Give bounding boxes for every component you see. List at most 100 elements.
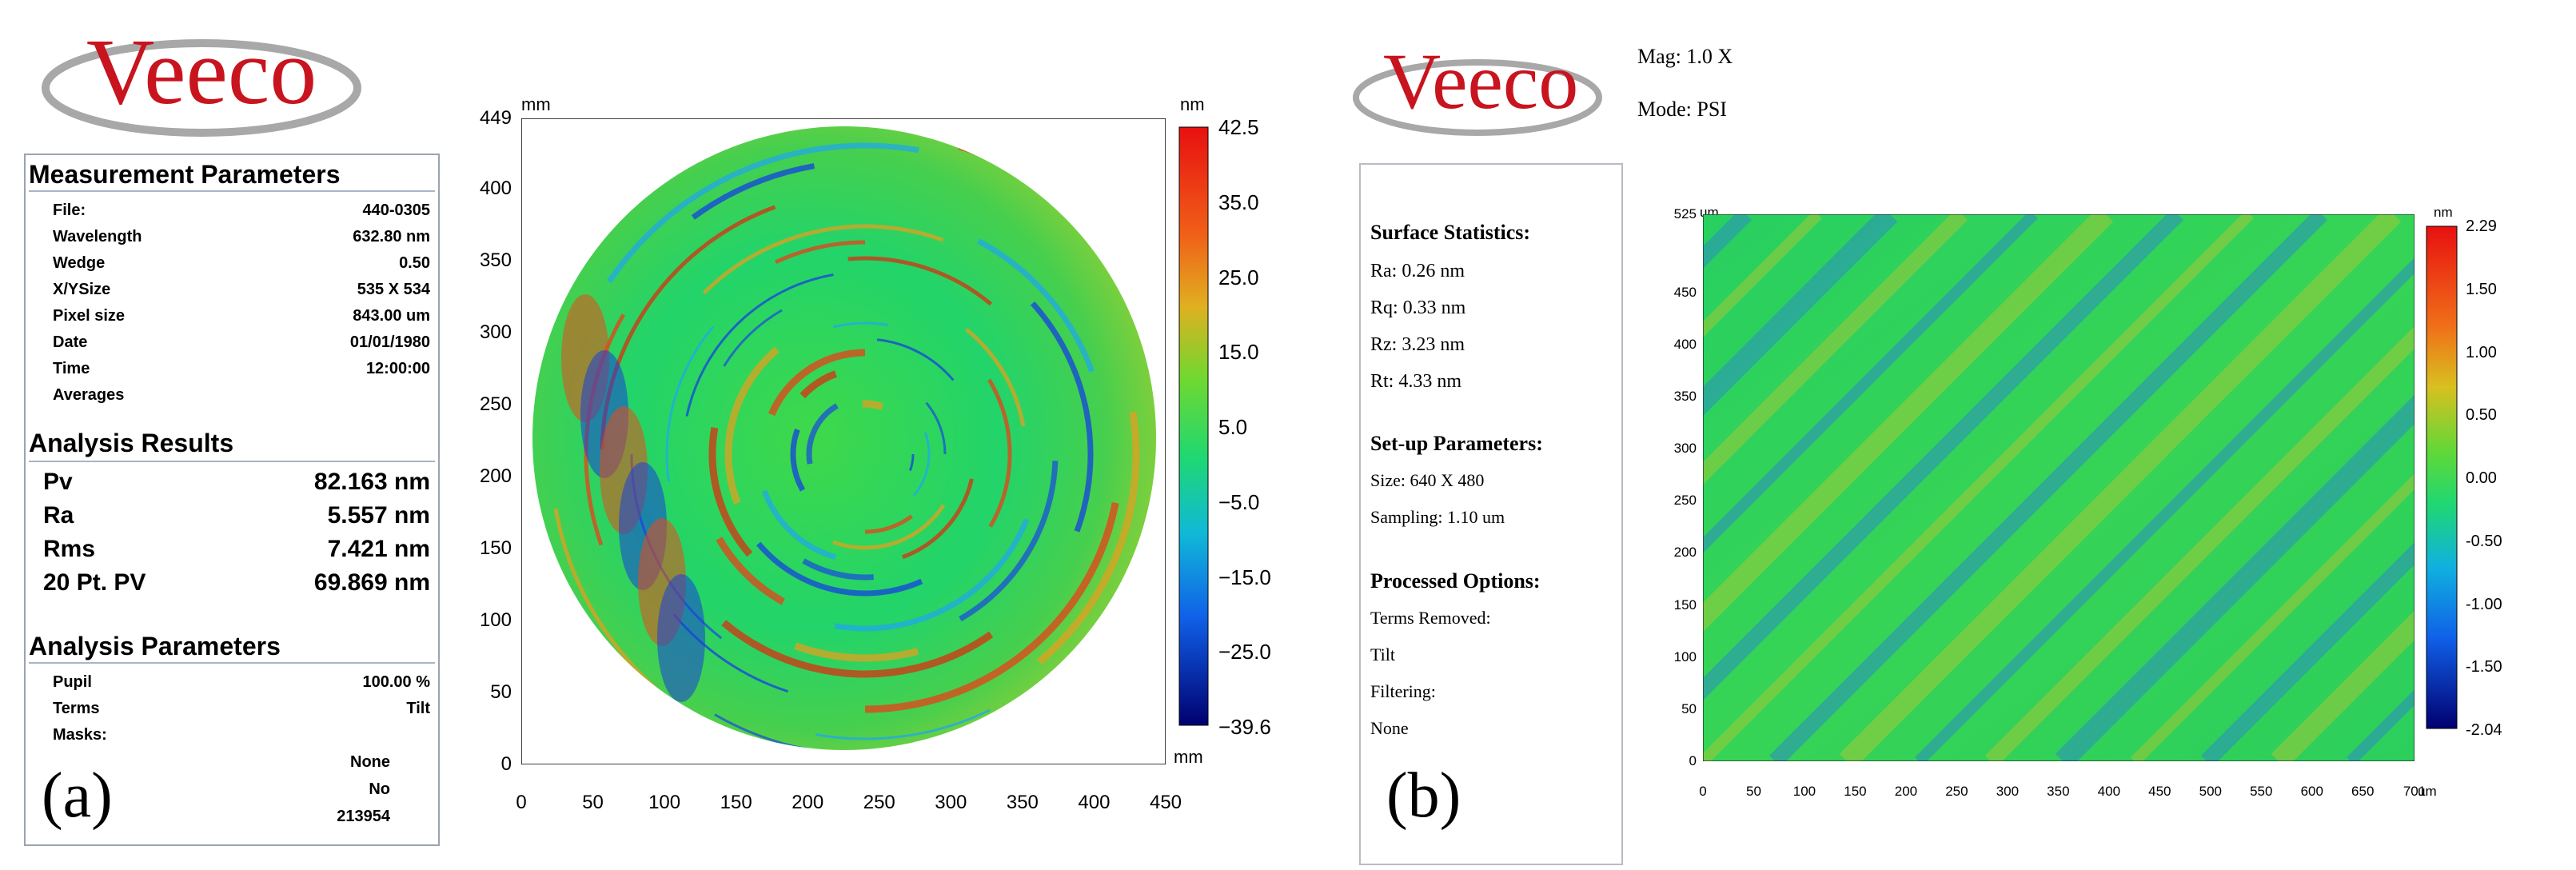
stat-rz: Rz: 3.23 nm [1370,334,1465,355]
mask-value: 213954 [337,808,390,825]
x-tick-label: 600 [2300,784,2323,799]
surface-texture [1037,411,1140,665]
colorbar-tick-label: 0.50 [2466,406,2497,425]
x-tick-label: 400 [2097,784,2121,799]
x-tick-label: 0 [516,792,527,813]
parameter-label: Date [53,333,88,351]
surface-texture [832,321,888,329]
y-tick-label: 449 [479,107,512,129]
parameter-value: 0.50 [399,254,430,272]
surface-texture [691,163,815,220]
colorbar-tick-label: -1.50 [2466,658,2502,676]
surface-texture [1703,214,2254,761]
surface-statistics-title: Surface Statistics: [1370,221,1531,244]
analysis-results-title: Analysis Results [29,429,234,457]
y-tick-label: 200 [1673,545,1697,561]
x-tick-label: 150 [1844,784,1867,799]
x-tick-label: 200 [1894,784,1918,799]
result-value: 5.557 nm [327,502,430,529]
y-tick-label: 150 [479,537,512,560]
divider [29,461,435,462]
analysis-parameters-title: Analysis Parameters [29,632,281,660]
surface-texture [987,378,1012,528]
surface-texture [1769,214,2328,761]
statistics-panel-b: Surface Statistics: Ra: 0.26 nm Rq: 0.33… [1359,163,1623,865]
surface-texture [876,338,955,381]
surface-texture [1703,214,1822,337]
surface-texture [864,502,1119,713]
y-tick-label: 250 [479,393,512,416]
processed-option: Terms Removed: [1370,608,1491,628]
x-tick-label: 701 [2403,784,2426,799]
x-tick-label: 150 [720,792,752,813]
x-tick-label: 300 [1996,784,2020,799]
y-tick-label: 0 [1689,753,1697,768]
result-label: 20 Pt. PV [43,569,146,596]
y-tick-label: 100 [479,609,512,632]
surface-texture [1703,214,1968,485]
result-value: 69.869 nm [313,569,430,596]
surface-texture [964,327,1026,427]
logo-text: Veeco [1383,37,1579,126]
colorbar-tick-label: 25.0 [1218,265,1259,289]
processed-option: Tilt [1370,645,1396,664]
surface-texture [2200,541,2415,761]
figure-label-b: (b) [1386,760,1461,831]
x-tick-label: 100 [648,792,681,813]
colorbar-tick-label: -0.50 [2466,532,2502,550]
figure-label-a: (a) [42,760,113,831]
result-label: Rms [43,536,96,562]
result-value: 82.163 nm [313,469,430,495]
stat-rt: Rt: 4.33 nm [1370,371,1462,392]
x-tick-label: 350 [2047,784,2070,799]
parameter-label: X/YSize [53,281,111,298]
processed-option: None [1370,718,1409,738]
colorbar-tick-label: −39.6 [1218,715,1271,739]
setup-size: Size: 640 X 480 [1370,470,1485,490]
y-tick-label: 300 [479,321,512,344]
y-tick-label: 200 [479,465,512,488]
surface-texture [806,403,839,465]
y-tick-label: 250 [1673,493,1697,509]
colorbar-tick-label: −5.0 [1218,489,1260,514]
setup-sampling: Sampling: 1.10 um [1370,507,1505,527]
x-tick-label: 300 [935,792,967,813]
x-tick-label: 50 [1746,784,1761,799]
surface-texture [761,489,837,561]
colorbar-tick-label: 15.0 [1218,340,1259,365]
parameter-value: 843.00 um [353,307,430,325]
y-tick-label: 450 [1673,284,1697,300]
divider [29,190,435,192]
surface-texture [832,504,946,550]
surface-texture [685,273,834,417]
x-tick-label: 450 [2148,784,2171,799]
y-tick-label: 300 [1673,441,1697,457]
logo-swoosh-icon [42,39,361,137]
x-tick-label: 550 [2250,784,2273,799]
y-unit-label: mm [521,94,551,114]
parameter-label: Averages [53,386,125,404]
surface-texture [607,142,919,284]
surface-texture [800,370,838,399]
mag-readout: Mag: 1.0 X [1637,45,1733,68]
surface-texture [902,478,974,560]
measurement-parameters-title: Measurement Parameters [29,160,341,189]
surface-texture [977,238,1095,373]
surface-map-b [1703,214,2415,761]
parameter-label: Time [53,360,90,377]
logo-swoosh-icon [1353,59,1602,136]
y-tick-label: 350 [1673,389,1697,404]
result-label: Pv [43,469,73,495]
y-tick-label: 400 [1673,336,1697,352]
y-tick-label: 0 [500,753,512,775]
veeco-logo-a: Veeco [42,18,377,138]
divider [29,662,435,664]
mask-value: No [369,780,390,798]
y-tick-label: 100 [1673,649,1697,664]
surface-texture [768,349,866,417]
surface-texture [925,401,947,455]
surface-map-a [521,118,1166,764]
parameters-panel-a: Measurement Parameters File: 440-0305 Wave… [24,154,440,846]
colorbar-b [2426,225,2458,729]
y-tick-label: 50 [490,681,512,704]
